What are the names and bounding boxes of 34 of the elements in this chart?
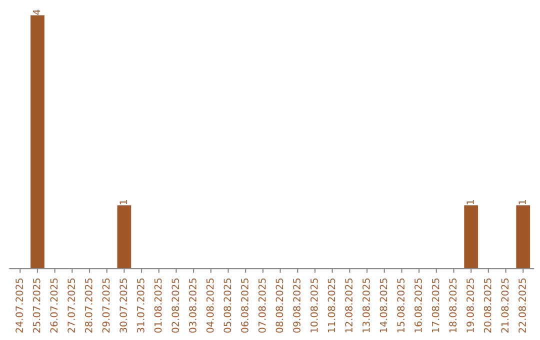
x-tick-label: 05.08.2025 <box>224 278 232 333</box>
x-tick-label: 22.08.2025 <box>518 278 526 333</box>
x-tick-label: 21.08.2025 <box>501 278 509 333</box>
x-tick-label: 09.08.2025 <box>293 278 300 333</box>
x-tick-label: 30.07.2025 <box>120 278 128 333</box>
x-tick-label: 24.07.2025 <box>16 278 23 333</box>
x-tick-label: 28.07.2025 <box>84 278 92 333</box>
x-tick-label: 01.08.2025 <box>154 278 162 333</box>
x-tick-label: 08.08.2025 <box>276 278 284 333</box>
x-tick-label: 18.08.2025 <box>449 278 457 332</box>
data-label: 1 <box>120 200 127 204</box>
x-tick-label: 19.08.2025 <box>466 278 474 332</box>
x-tick-label: 16.08.2025 <box>414 278 422 332</box>
x-tick-label: 29.07.2025 <box>102 278 110 333</box>
x-tick-label: 20.08.2025 <box>484 278 492 333</box>
x-tick-label: 12.08.2025 <box>345 278 352 332</box>
x-tick-label: 04.08.2025 <box>206 278 214 333</box>
x-tick-label: 06.08.2025 <box>241 278 248 333</box>
x-tick-label: 17.08.2025 <box>432 278 440 332</box>
x-tick-label: 13.08.2025 <box>362 278 370 332</box>
x-tick-label: 10.08.2025 <box>310 278 318 332</box>
x-tick-label: 11.08.2025 <box>328 278 336 332</box>
data-label: 1 <box>466 200 474 204</box>
x-tick-label: 07.08.2025 <box>258 278 266 333</box>
x-tick-label: 26.07.2025 <box>50 278 58 333</box>
data-label: 1 <box>518 200 526 204</box>
x-tick-label: 03.08.2025 <box>189 278 196 333</box>
x-tick-label: 27.07.2025 <box>68 278 75 333</box>
x-tick-label: 15.08.2025 <box>397 278 405 332</box>
x-tick-label: 14.08.2025 <box>380 278 388 332</box>
data-label: 4 <box>33 10 40 15</box>
x-tick-label: 25.07.2025 <box>32 278 40 333</box>
x-tick-label: 31.07.2025 <box>137 278 144 333</box>
x-tick-label: 02.08.2025 <box>172 278 180 333</box>
